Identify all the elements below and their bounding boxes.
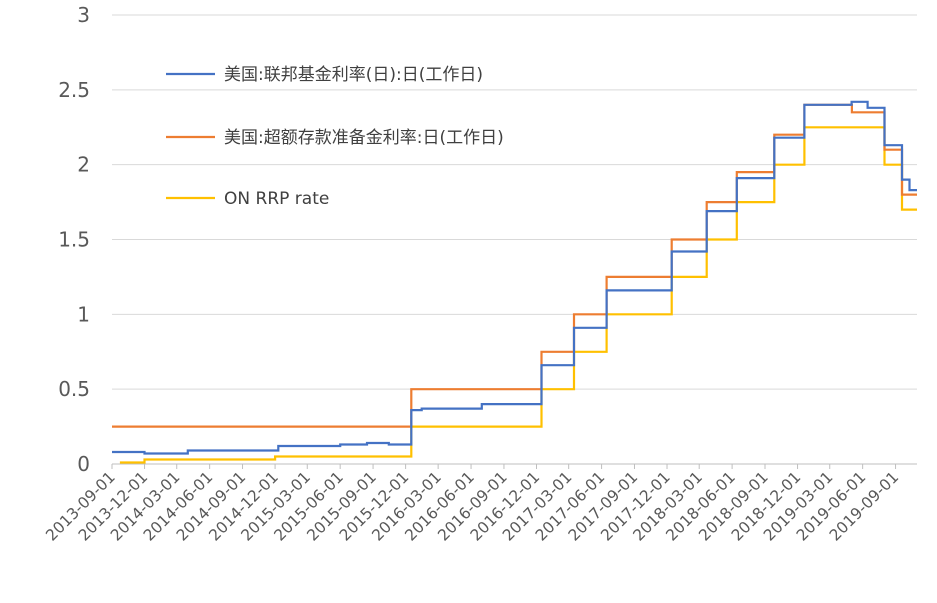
- y-tick-label: 1: [77, 302, 90, 326]
- legend-label: 美国:超额存款准备金利率:日(工作日): [224, 128, 504, 148]
- legend: 美国:联邦基金利率(日):日(工作日) 美国:超额存款准备金利率:日(工作日) ON…: [166, 65, 504, 209]
- y-axis-tick-labels: 0 0.5 1 1.5 2 2.5 3: [58, 3, 90, 476]
- series-line: [112, 103, 917, 428]
- y-tick-label: 1.5: [58, 228, 90, 252]
- x-axis-ticks: 2013-09-012013-12-012014-03-012014-06-01…: [42, 464, 902, 545]
- legend-label: 美国:联邦基金利率(日):日(工作日): [224, 65, 483, 85]
- series-line: [119, 126, 917, 464]
- y-tick-label: 2: [77, 153, 90, 177]
- y-tick-label: 0: [77, 452, 90, 476]
- y-tick-label: 3: [77, 3, 90, 27]
- series-lines: [112, 100, 917, 464]
- series-line: [112, 100, 917, 455]
- gridlines: [112, 14, 917, 390]
- y-tick-label: 0.5: [58, 377, 90, 401]
- y-tick-label: 2.5: [58, 78, 90, 102]
- legend-label: ON RRP rate: [224, 189, 329, 209]
